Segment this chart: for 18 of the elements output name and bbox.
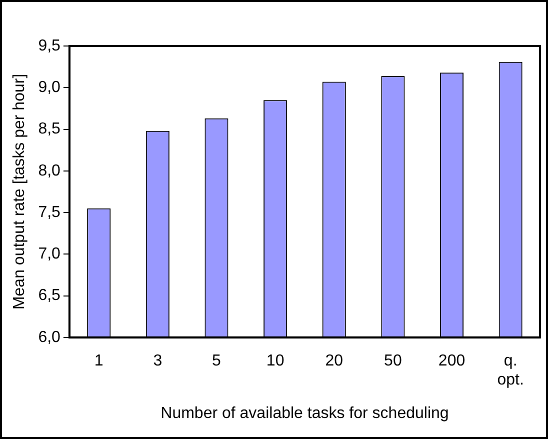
y-tick-label: 9,5 <box>38 37 61 54</box>
y-tick-label: 6,5 <box>38 287 61 304</box>
y-tick-label: 9,0 <box>38 79 61 96</box>
x-tick-label: 5 <box>212 352 222 370</box>
y-tick-label: 8,0 <box>38 162 61 180</box>
x-tick-label: 200 <box>438 352 466 370</box>
x-tick-label: q. opt. <box>497 352 524 389</box>
y-tick-label: 7,0 <box>38 246 61 263</box>
x-tick-label: 3 <box>153 352 162 370</box>
x-tick-label: 10 <box>266 352 284 370</box>
y-tick-label: 7,5 <box>38 204 61 221</box>
y-tick-label: 8,5 <box>38 120 61 138</box>
y-axis-title: Mean output rate [tasks per hour] <box>11 74 28 310</box>
x-axis-title: Number of available tasks for scheduling <box>160 404 449 422</box>
x-tick-label: 1 <box>94 352 104 370</box>
y-tick-label: 6,0 <box>38 328 61 346</box>
x-tick-label: 20 <box>325 352 344 370</box>
x-tick-label: 50 <box>384 352 402 370</box>
